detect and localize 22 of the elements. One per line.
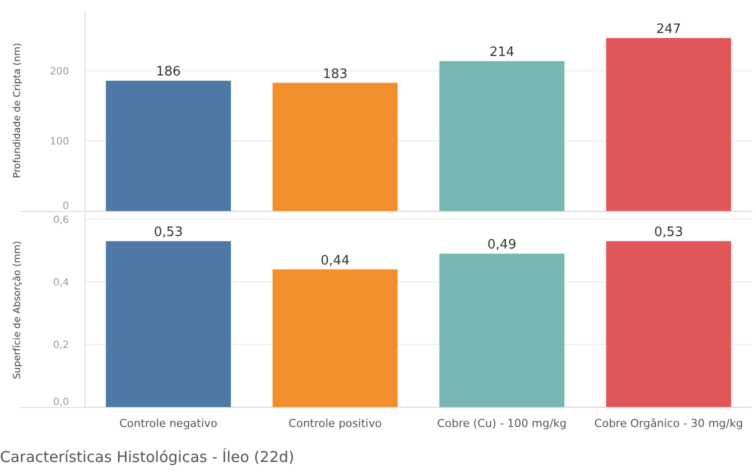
y-tick-label: 100 <box>50 136 69 148</box>
data-label: 0,53 <box>154 225 183 240</box>
y-tick-label: 0,2 <box>53 340 69 351</box>
y-tick-label: 0,0 <box>53 397 69 408</box>
y-tick-label: 0,6 <box>53 214 69 226</box>
text: Características Histológicas - Íleo (22d) <box>0 448 294 466</box>
x-tick-label: Controle negativo <box>119 417 218 430</box>
y-tick-label: 200 <box>50 66 69 78</box>
data-label: 0,44 <box>320 253 350 268</box>
y-tick-label: 0,4 <box>53 277 69 288</box>
y-tick-label: 0 <box>62 201 69 212</box>
data-label: 214 <box>489 45 514 60</box>
data-label: 186 <box>156 64 181 80</box>
data-label: 0,49 <box>487 238 516 253</box>
x-tick-label: Controle positivo <box>288 417 382 430</box>
x-tick-label: Cobre Orgânico - 30 mg/kg <box>594 417 743 430</box>
data-label: 247 <box>656 22 682 38</box>
data-label: 0,53 <box>654 225 684 240</box>
y-axis-title: Profundidade de Cripta (nm) <box>12 42 23 178</box>
y-axis-title: Superfície de Absorção (mm) <box>12 240 23 380</box>
data-label: 183 <box>322 66 348 82</box>
x-tick-label: Cobre (Cu) - 100 mg/kg <box>437 417 567 430</box>
